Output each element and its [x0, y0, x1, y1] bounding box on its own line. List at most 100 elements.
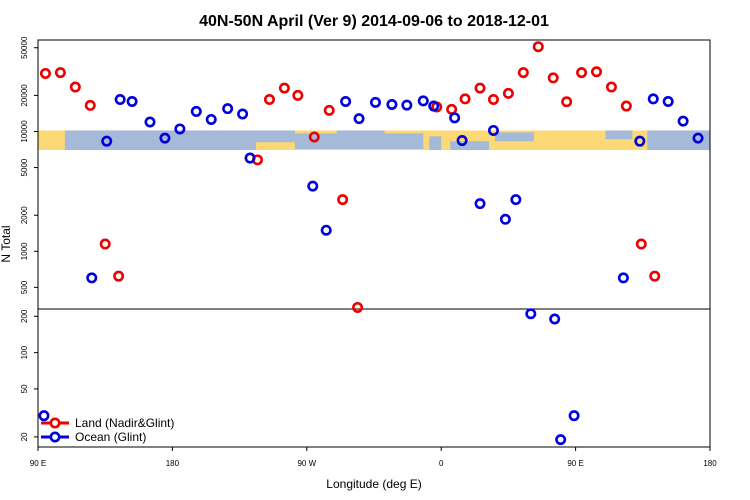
ocean-point [449, 112, 461, 124]
x-tick-label: 90 E [30, 459, 46, 468]
land-point [292, 89, 304, 101]
y-tick-label: 10000 [20, 120, 29, 143]
ocean-point [38, 410, 50, 422]
ocean-point [237, 108, 249, 120]
land-point [620, 100, 632, 112]
ocean-point [222, 103, 234, 115]
map-band-ocean [294, 133, 424, 150]
axes: 90 E 180 90 W 0 90 E 180 500 1000 2000 5000 10000 2… [20, 36, 717, 468]
land-point [487, 93, 499, 105]
chart-title: 40N-50N April (Ver 9) 2014-09-06 to 2018… [199, 13, 549, 30]
ocean-point [428, 100, 440, 112]
land-point [547, 72, 559, 84]
ocean-point [510, 194, 522, 206]
x-tick-label: 0 [439, 459, 444, 468]
map-band-ocean [605, 130, 633, 140]
legend-ocean-label: Ocean (Glint) [75, 430, 146, 444]
ocean-point [456, 135, 468, 147]
ocean-point [86, 272, 98, 284]
map-band-ocean [256, 130, 295, 143]
ocean-point [474, 198, 486, 210]
ocean-point [114, 93, 126, 105]
x-tick-label: 180 [166, 459, 180, 468]
ocean-point [190, 105, 202, 117]
ocean-point [677, 115, 689, 127]
land-point [113, 270, 125, 282]
land-point [517, 67, 529, 79]
legend: Land (Nadir&Glint) Ocean (Glint) [41, 416, 174, 444]
ocean-point [499, 213, 511, 225]
land-point [649, 270, 661, 282]
map-band-ocean [494, 132, 534, 142]
ocean-point [340, 95, 352, 107]
ocean-point [320, 224, 332, 236]
y-tick-label: 50000 [20, 36, 29, 59]
y-tick-label: 50 [20, 384, 29, 393]
ocean-point [487, 124, 499, 136]
land-point [561, 96, 573, 108]
land-point [323, 104, 335, 116]
land-point [446, 103, 458, 115]
y-tick-label: 1000 [20, 242, 29, 260]
y-tick-label: 200 [20, 309, 29, 323]
x-tick-label: 180 [703, 459, 717, 468]
land-point [263, 93, 275, 105]
x-tick-label: 90 W [297, 459, 316, 468]
land-point [352, 301, 364, 313]
land-point [39, 67, 51, 79]
ocean-point [417, 95, 429, 107]
y-tick-label: 20000 [20, 84, 29, 107]
land-point [605, 81, 617, 93]
plot-frame [37, 39, 711, 448]
ocean-point [525, 308, 537, 320]
data-points [38, 41, 704, 446]
map-band [38, 130, 710, 151]
land-point [69, 81, 81, 93]
ocean-point [126, 95, 138, 107]
ocean-point [549, 313, 561, 325]
legend-ocean-marker [49, 431, 61, 443]
land-point [278, 82, 290, 94]
ocean-point [555, 434, 567, 446]
y-tick-label: 5000 [20, 158, 29, 176]
ocean-point [174, 123, 186, 135]
ocean-point [568, 410, 580, 422]
ocean-point [101, 135, 113, 147]
land-point [459, 93, 471, 105]
ocean-point [692, 132, 704, 144]
ocean-point [617, 272, 629, 284]
land-point [532, 41, 544, 53]
land-point [635, 238, 647, 250]
y-tick-label: 500 [20, 280, 29, 294]
ocean-point [647, 93, 659, 105]
y-tick-label: 20 [20, 432, 29, 441]
land-point [54, 67, 66, 79]
ocean-point [369, 96, 381, 108]
ocean-point [353, 113, 365, 125]
ocean-point [662, 95, 674, 107]
legend-land-marker [49, 417, 61, 429]
land-point [474, 82, 486, 94]
land-point [591, 66, 603, 78]
x-axis-label: Longitude (deg E) [326, 477, 421, 491]
x-tick-label: 90 E [567, 459, 583, 468]
ocean-point [144, 116, 156, 128]
y-tick-label: 100 [20, 345, 29, 359]
land-point [99, 238, 111, 250]
ocean-point [386, 98, 398, 110]
ocean-point [205, 113, 217, 125]
ocean-point [244, 152, 256, 164]
ocean-point [634, 135, 646, 147]
land-point [308, 131, 320, 143]
map-band-ocean [450, 141, 489, 151]
land-point [84, 99, 96, 111]
land-point [337, 194, 349, 206]
ocean-point [401, 99, 413, 111]
map-band-ocean [429, 136, 442, 151]
ocean-point [159, 132, 171, 144]
land-point [576, 67, 588, 79]
ocean-point [307, 180, 319, 192]
land-point [502, 87, 514, 99]
legend-land-label: Land (Nadir&Glint) [75, 416, 174, 430]
